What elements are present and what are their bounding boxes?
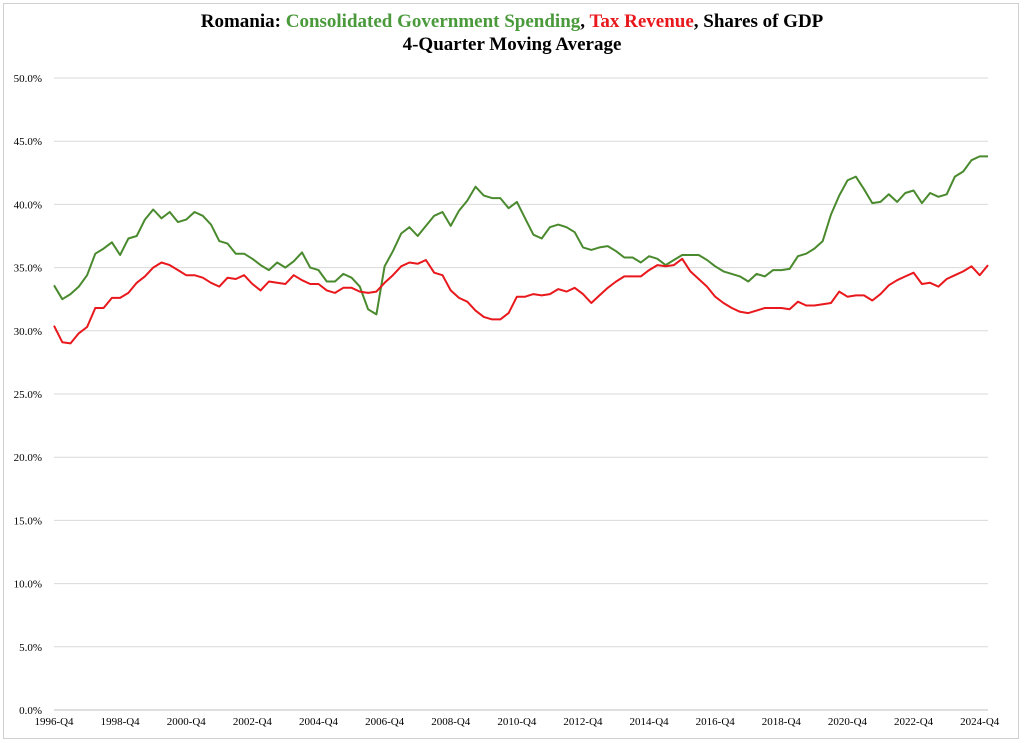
grid-lines (54, 77, 988, 648)
title-part-spending: Consolidated Government Spending (285, 11, 581, 32)
y-tick-label: 45.0% (14, 136, 42, 148)
y-tick-label: 30.0% (14, 326, 42, 338)
chart-title-line: Romania: Consolidated Government Spendin… (0, 10, 1024, 33)
y-tick-label: 50.0% (14, 73, 42, 85)
series-line-tax-revenue (53, 257, 989, 345)
x-tick-label: 2016-Q4 (696, 716, 736, 728)
x-tick-label: 2010-Q4 (497, 716, 537, 728)
y-tick-label: 5.0% (19, 642, 42, 654)
chart-title: Romania: Consolidated Government Spendin… (0, 10, 1024, 56)
y-tick-label: 35.0% (14, 263, 42, 275)
title-part-sep: , (580, 11, 590, 32)
x-tick-label: 2022-Q4 (894, 716, 934, 728)
x-tick-label: 2008-Q4 (431, 716, 471, 728)
y-tick-label: 40.0% (14, 199, 42, 211)
x-tick-label: 2000-Q4 (167, 716, 207, 728)
x-tick-label: 2018-Q4 (762, 716, 802, 728)
series-line-spending (53, 155, 988, 316)
y-tick-label: 25.0% (14, 389, 42, 401)
x-tick-label: 2012-Q4 (563, 716, 603, 728)
x-axis-ticks: 1996-Q4 1998-Q4 2000-Q4 2002-Q4 2004-Q4 2006-… (34, 716, 999, 728)
title-part-country: Romania: (200, 11, 286, 32)
y-tick-label: 0.0% (19, 705, 42, 717)
x-tick-label: 1996-Q4 (34, 716, 74, 728)
x-tick-label: 2002-Q4 (233, 716, 273, 728)
x-tick-label: 2006-Q4 (365, 716, 405, 728)
chart-frame (3, 3, 1019, 739)
x-tick-label: 2014-Q4 (630, 716, 670, 728)
x-tick-label: 2004-Q4 (299, 716, 339, 728)
x-tick-label: 1998-Q4 (101, 716, 141, 728)
y-tick-label: 20.0% (14, 452, 42, 464)
y-tick-label: 15.0% (14, 515, 42, 527)
title-part-revenue: Tax Revenue (589, 11, 694, 32)
series-lines (53, 155, 989, 345)
y-tick-label: 10.0% (14, 579, 42, 591)
x-tick-label: 2024-Q4 (960, 716, 1000, 728)
x-tick-label: 2020-Q4 (828, 716, 868, 728)
title-part-suffix: , Shares of GDP (693, 11, 824, 32)
chart-subtitle: 4-Quarter Moving Average (402, 34, 622, 55)
y-axis-ticks: 0.0% 5.0% 10.0% 15.0% 20.0% 25.0% 30.0% 35.0% 40… (14, 73, 42, 717)
